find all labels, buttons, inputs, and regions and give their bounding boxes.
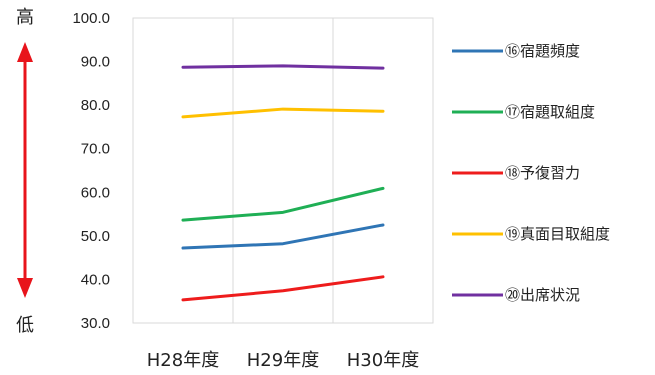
series-line [181,186,385,222]
legend-label: ⑲真面目取組度 [505,225,610,243]
legend-label: ⑳出席状況 [505,286,580,304]
series-line [181,64,385,70]
y-tick-label: 100.0 [72,10,110,27]
legend: ⑯宿題頻度 ⑰宿題取組度 ⑱予復習力 ⑲真面目取組度 ⑳出席状況 [452,42,610,304]
high-label: 高 [16,7,34,28]
y-tick-label: 50.0 [81,228,110,245]
arrow-head-up [17,42,33,62]
legend-label: ⑱予復習力 [505,164,580,182]
high-low-indicator: 高 低 [16,7,34,336]
x-tick-label: H30年度 [347,350,419,371]
plot-border [132,17,434,324]
x-tick-label: H29年度 [247,350,319,371]
y-tick-label: 80.0 [81,97,110,114]
series-lines [181,64,385,302]
series-line [181,223,385,250]
y-tick-label: 40.0 [81,271,110,288]
series-line [181,275,385,302]
series-line [181,107,385,119]
y-tick-label: 60.0 [81,184,110,201]
y-axis-ticks: 100.0 90.0 80.0 70.0 60.0 50.0 40.0 30.0 [72,10,110,332]
low-label: 低 [16,315,34,336]
y-tick-label: 70.0 [81,141,110,158]
x-tick-label: H28年度 [147,350,219,371]
x-axis-ticks: H28年度 H29年度 H30年度 [147,350,419,371]
plot-grid [132,17,434,324]
y-tick-label: 90.0 [81,54,110,71]
arrow-head-down [17,278,33,298]
legend-label: ⑰宿題取組度 [505,103,595,121]
legend-label: ⑯宿題頻度 [505,42,580,60]
y-tick-label: 30.0 [81,315,110,332]
